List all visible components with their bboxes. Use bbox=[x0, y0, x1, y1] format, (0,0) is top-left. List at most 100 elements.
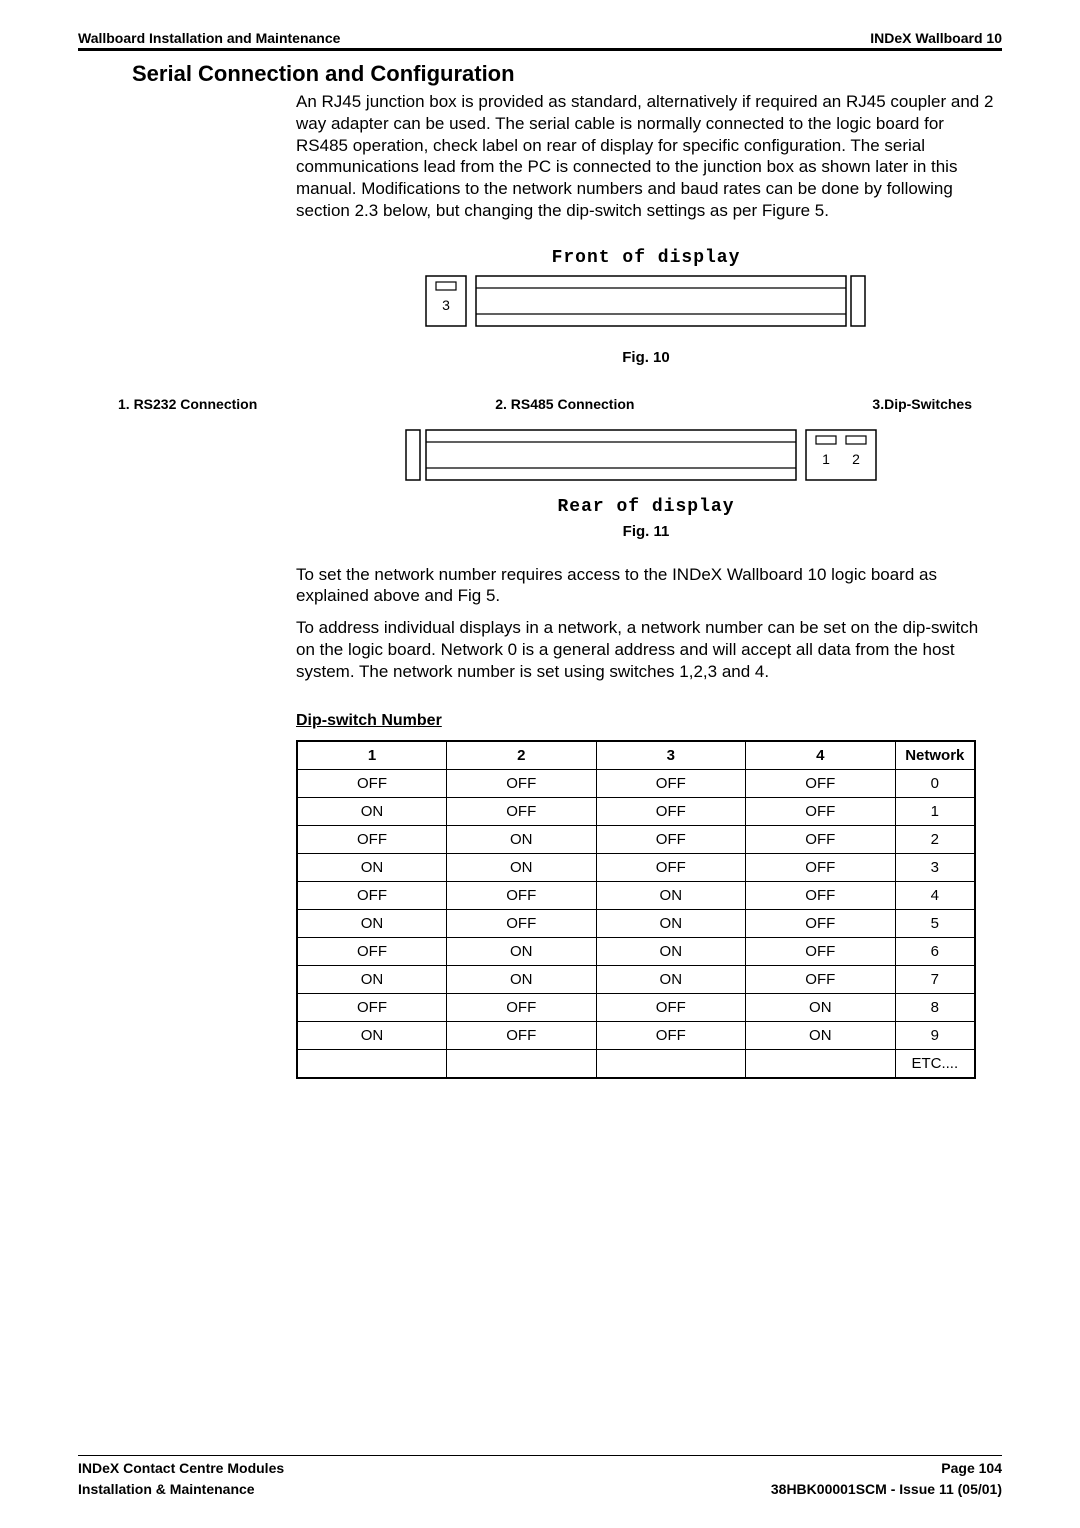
table-cell: 7 bbox=[895, 966, 975, 994]
table-cell: ON bbox=[447, 854, 597, 882]
table-cell: OFF bbox=[297, 770, 447, 798]
table-cell: 9 bbox=[895, 1022, 975, 1050]
table-cell: ON bbox=[596, 966, 746, 994]
table-row: ONOFFOFFON9 bbox=[297, 1022, 975, 1050]
table-cell: 2 bbox=[895, 826, 975, 854]
table-cell: ON bbox=[447, 966, 597, 994]
header-left: Wallboard Installation and Maintenance bbox=[78, 30, 340, 46]
footer-right-2: 38HBK00001SCM - Issue 11 (05/01) bbox=[771, 1480, 1002, 1498]
table-cell: ON bbox=[297, 910, 447, 938]
table-cell: OFF bbox=[746, 966, 896, 994]
table-cell: ON bbox=[297, 798, 447, 826]
table-cell: ON bbox=[297, 1022, 447, 1050]
connection-labels-row: 1. RS232 Connection 2. RS485 Connection … bbox=[118, 396, 972, 412]
rs485-label: 2. RS485 Connection bbox=[495, 396, 634, 412]
header-right: INDeX Wallboard 10 bbox=[870, 30, 1002, 46]
fig10-caption: Fig. 10 bbox=[296, 349, 996, 366]
table-cell: OFF bbox=[596, 994, 746, 1022]
table-cell: OFF bbox=[447, 770, 597, 798]
table-cell: OFF bbox=[596, 798, 746, 826]
table-cell: OFF bbox=[746, 770, 896, 798]
table-row: ONOFFOFFOFF1 bbox=[297, 798, 975, 826]
table-cell: OFF bbox=[447, 994, 597, 1022]
table-cell: OFF bbox=[447, 882, 597, 910]
table-cell bbox=[746, 1050, 896, 1079]
figure-11: 1 2 Rear of display Fig. 11 bbox=[296, 422, 996, 540]
col-3-header: 3 bbox=[596, 741, 746, 770]
footer-right-1: Page 104 bbox=[941, 1459, 1002, 1477]
intro-paragraph: An RJ45 junction box is provided as stan… bbox=[296, 91, 996, 222]
rear-port-2: 2 bbox=[852, 451, 860, 467]
table-cell: ON bbox=[746, 994, 896, 1022]
table-cell: ON bbox=[746, 1022, 896, 1050]
table-row: OFFOFFOFFOFF0 bbox=[297, 770, 975, 798]
footer-left-2: Installation & Maintenance bbox=[78, 1480, 255, 1498]
table-cell: ON bbox=[447, 826, 597, 854]
table-cell bbox=[596, 1050, 746, 1079]
table-cell: 3 bbox=[895, 854, 975, 882]
table-cell: 1 bbox=[895, 798, 975, 826]
table-cell: ON bbox=[297, 966, 447, 994]
table-row: OFFOFFOFFON8 bbox=[297, 994, 975, 1022]
network-access-paragraph: To set the network number requires acces… bbox=[296, 564, 996, 608]
footer-left-1: INDeX Contact Centre Modules bbox=[78, 1459, 284, 1477]
table-cell: OFF bbox=[447, 1022, 597, 1050]
network-address-paragraph: To address individual displays in a netw… bbox=[296, 617, 996, 682]
table-cell: OFF bbox=[746, 938, 896, 966]
rear-display-diagram: 1 2 bbox=[366, 422, 926, 492]
table-row: OFFOFFONOFF4 bbox=[297, 882, 975, 910]
table-cell: 4 bbox=[895, 882, 975, 910]
footer-rule bbox=[78, 1455, 1002, 1456]
table-cell: 5 bbox=[895, 910, 975, 938]
table-cell: OFF bbox=[746, 882, 896, 910]
section-title: Serial Connection and Configuration bbox=[132, 61, 1002, 87]
table-cell bbox=[297, 1050, 447, 1079]
dip-switch-table-title: Dip-switch Number bbox=[296, 712, 1002, 730]
rear-port-1: 1 bbox=[822, 451, 830, 467]
rear-of-display-label: Rear of display bbox=[296, 497, 996, 517]
dip-switches-label: 3.Dip-Switches bbox=[872, 396, 972, 412]
col-2-header: 2 bbox=[447, 741, 597, 770]
table-cell: ON bbox=[596, 910, 746, 938]
table-cell bbox=[447, 1050, 597, 1079]
table-cell: OFF bbox=[297, 882, 447, 910]
table-cell: OFF bbox=[297, 826, 447, 854]
col-network-header: Network bbox=[895, 741, 975, 770]
table-body: OFFOFFOFFOFF0ONOFFOFFOFF1OFFONOFFOFF2ONO… bbox=[297, 770, 975, 1079]
table-cell: OFF bbox=[596, 1022, 746, 1050]
page-header: Wallboard Installation and Maintenance I… bbox=[78, 30, 1002, 48]
col-4-header: 4 bbox=[746, 741, 896, 770]
table-row: ONOFFONOFF5 bbox=[297, 910, 975, 938]
table-cell: 8 bbox=[895, 994, 975, 1022]
front-display-diagram: 3 bbox=[386, 268, 906, 338]
table-cell: OFF bbox=[746, 826, 896, 854]
page-footer: INDeX Contact Centre Modules Page 104 In… bbox=[78, 1455, 1002, 1498]
front-port-number: 3 bbox=[442, 297, 450, 313]
fig11-caption: Fig. 11 bbox=[296, 523, 996, 540]
table-cell: ON bbox=[596, 938, 746, 966]
table-row: OFFONOFFOFF2 bbox=[297, 826, 975, 854]
table-cell: ETC.... bbox=[895, 1050, 975, 1079]
table-cell: OFF bbox=[596, 770, 746, 798]
table-cell: ON bbox=[447, 938, 597, 966]
table-row: ONONONOFF7 bbox=[297, 966, 975, 994]
table-cell: OFF bbox=[297, 938, 447, 966]
table-cell: OFF bbox=[746, 910, 896, 938]
table-cell: OFF bbox=[447, 798, 597, 826]
table-cell: OFF bbox=[447, 910, 597, 938]
table-cell: OFF bbox=[746, 854, 896, 882]
dip-switch-table: 1 2 3 4 Network OFFOFFOFFOFF0ONOFFOFFOFF… bbox=[296, 740, 976, 1079]
table-cell: OFF bbox=[596, 854, 746, 882]
table-row: ONONOFFOFF3 bbox=[297, 854, 975, 882]
table-row: ETC.... bbox=[297, 1050, 975, 1079]
table-row: OFFONONOFF6 bbox=[297, 938, 975, 966]
table-cell: OFF bbox=[746, 798, 896, 826]
table-cell: 6 bbox=[895, 938, 975, 966]
table-cell: 0 bbox=[895, 770, 975, 798]
front-of-display-label: Front of display bbox=[296, 248, 996, 268]
table-cell: OFF bbox=[596, 826, 746, 854]
table-cell: ON bbox=[596, 882, 746, 910]
rs232-label: 1. RS232 Connection bbox=[118, 396, 257, 412]
col-1-header: 1 bbox=[297, 741, 447, 770]
header-rule bbox=[78, 48, 1002, 51]
